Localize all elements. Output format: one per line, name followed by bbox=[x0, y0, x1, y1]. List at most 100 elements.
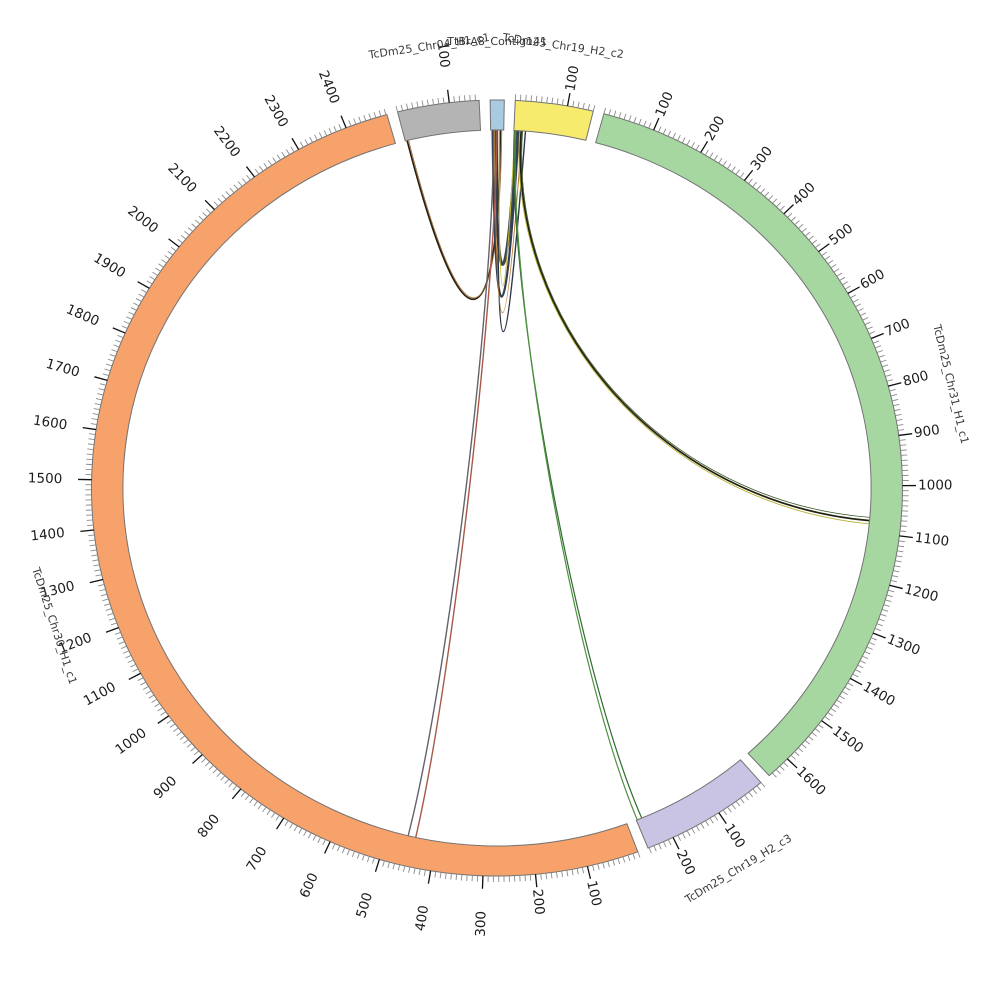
minor-tick bbox=[444, 872, 447, 879]
tick-label-TcDm25_Chr31_H1_c1-1400: 1400 bbox=[860, 679, 898, 710]
tick-label-TcDm25_Chr30_H1_c1-2000: 2000 bbox=[124, 203, 161, 237]
link-ribbon-chr19c2-to-chr19c3-green2 bbox=[514, 130, 638, 821]
tick-label-TcDm25_Chr30_H1_c1-2200: 2200 bbox=[210, 123, 243, 160]
minor-tick bbox=[632, 853, 636, 860]
minor-tick bbox=[382, 860, 385, 867]
minor-tick bbox=[120, 645, 127, 650]
minor-tick bbox=[561, 870, 564, 878]
minor-tick bbox=[830, 707, 837, 713]
minor-tick bbox=[805, 231, 811, 237]
tick-label-TcDm25_Chr31_H1_c1-700: 700 bbox=[883, 315, 913, 340]
minor-tick bbox=[190, 746, 196, 752]
minor-tick bbox=[423, 869, 426, 876]
major-tick bbox=[672, 837, 680, 850]
minor-tick bbox=[155, 267, 161, 272]
minor-tick bbox=[535, 95, 538, 102]
minor-tick bbox=[241, 178, 247, 184]
minor-tick bbox=[883, 604, 890, 607]
minor-tick bbox=[572, 100, 575, 107]
minor-tick bbox=[356, 852, 360, 859]
major-tick bbox=[888, 382, 902, 387]
minor-tick bbox=[86, 453, 94, 456]
minor-tick bbox=[722, 809, 728, 816]
minor-tick bbox=[827, 259, 834, 265]
sector-arc-TtBrA8_Contig141 bbox=[489, 99, 505, 131]
minor-tick bbox=[328, 128, 332, 134]
major-tick bbox=[783, 204, 794, 215]
minor-tick bbox=[113, 344, 120, 348]
major-tick bbox=[323, 841, 331, 854]
minor-tick bbox=[145, 690, 152, 695]
major-tick bbox=[276, 817, 285, 830]
minor-tick bbox=[91, 418, 98, 421]
minor-tick bbox=[602, 862, 605, 869]
minor-tick bbox=[827, 712, 834, 717]
tick-label-TcDm25_Chr19_H2_c2-100: 100 bbox=[562, 64, 582, 92]
minor-tick bbox=[118, 641, 125, 645]
tick-label-TcDm25_Chr19_H2_c3-200: 200 bbox=[673, 848, 699, 878]
minor-tick bbox=[225, 191, 231, 197]
minor-tick bbox=[618, 112, 622, 119]
minor-tick bbox=[686, 830, 691, 837]
minor-tick bbox=[307, 832, 312, 839]
link-ribbon-chr19c2-to-chr31-dark bbox=[519, 130, 870, 522]
minor-tick bbox=[130, 307, 137, 311]
minor-tick bbox=[130, 663, 137, 668]
minor-tick bbox=[458, 95, 461, 102]
major-tick bbox=[94, 376, 108, 382]
tick-label-TcDm25_Chr30_H1_c1-500: 500 bbox=[353, 891, 376, 920]
minor-tick bbox=[142, 686, 149, 690]
minor-tick bbox=[637, 851, 641, 858]
minor-tick bbox=[855, 669, 862, 673]
tick-label-TcDm25_Chr30_H1_c1-1600: 1600 bbox=[32, 412, 68, 433]
minor-tick bbox=[686, 139, 691, 146]
minor-tick bbox=[735, 801, 741, 807]
link-ribbon-chr19c2-to-chr31-yellow bbox=[518, 130, 870, 525]
minor-tick bbox=[177, 238, 183, 244]
tick-label-TcDm25_Chr31_H1_c1-1200: 1200 bbox=[903, 581, 940, 605]
major-tick bbox=[872, 632, 886, 639]
minor-tick bbox=[104, 368, 111, 372]
major-tick bbox=[447, 89, 450, 103]
minor-tick bbox=[658, 843, 662, 850]
minor-tick bbox=[152, 271, 158, 276]
sector-arc-TcDm25_Chr31_H1_c1 bbox=[595, 113, 903, 777]
minor-tick bbox=[850, 294, 857, 299]
minor-tick bbox=[372, 857, 375, 864]
minor-tick bbox=[561, 99, 564, 106]
tick-label-TcDm25_Chr30_H1_c1-1300: 1300 bbox=[39, 578, 76, 602]
minor-tick bbox=[756, 785, 762, 791]
minor-tick bbox=[267, 160, 273, 166]
minor-tick bbox=[358, 116, 362, 123]
minor-tick bbox=[727, 806, 732, 813]
minor-tick bbox=[91, 554, 98, 557]
minor-tick bbox=[546, 96, 548, 103]
minor-tick bbox=[882, 364, 889, 368]
minor-tick bbox=[363, 115, 367, 122]
tick-label-TcDm25_Chr30_H1_c1-2100: 2100 bbox=[164, 160, 199, 196]
minor-tick bbox=[194, 219, 201, 225]
major-tick bbox=[700, 140, 709, 153]
tick-label-TcDm25_Chr31_H1_c1-600: 600 bbox=[857, 266, 887, 293]
minor-tick bbox=[353, 118, 357, 125]
minor-tick bbox=[244, 794, 250, 801]
minor-tick bbox=[556, 98, 559, 105]
minor-tick bbox=[213, 201, 219, 207]
link-ribbon-chr19c2-to-chr31-green bbox=[521, 130, 870, 518]
minor-tick bbox=[839, 695, 845, 700]
minor-tick bbox=[860, 312, 867, 317]
minor-tick bbox=[681, 137, 686, 144]
minor-tick bbox=[259, 165, 264, 172]
minor-tick bbox=[824, 255, 831, 261]
minor-tick bbox=[314, 134, 318, 141]
minor-tick bbox=[90, 423, 98, 426]
minor-tick bbox=[890, 394, 898, 397]
minor-tick bbox=[622, 856, 626, 863]
major-tick bbox=[192, 754, 203, 764]
minor-tick bbox=[855, 303, 862, 308]
minor-tick bbox=[798, 224, 804, 229]
minor-tick bbox=[862, 655, 869, 660]
minor-tick bbox=[613, 110, 617, 117]
sector-arc-TcDm25_Chr19_H2_c2 bbox=[513, 99, 594, 141]
minor-tick bbox=[97, 393, 104, 396]
